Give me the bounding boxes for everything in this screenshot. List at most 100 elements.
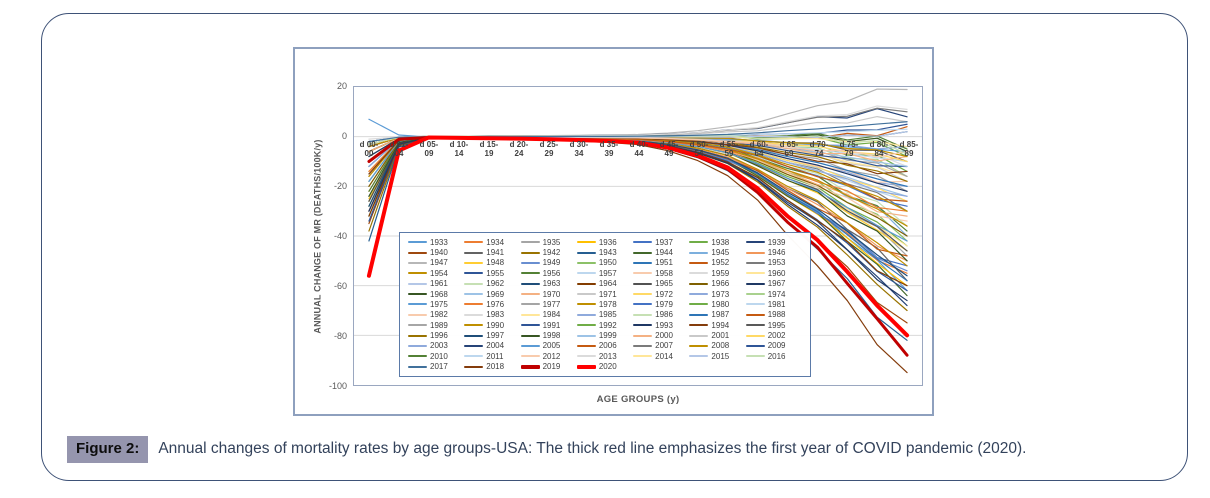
series-line-2020 bbox=[366, 135, 910, 338]
legend-label: 1969 bbox=[486, 289, 505, 299]
legend-swatch bbox=[408, 272, 427, 275]
legend-item-1991: 1991 bbox=[520, 321, 577, 330]
legend-label: 1944 bbox=[655, 248, 673, 258]
legend-label: 2010 bbox=[430, 351, 448, 361]
legend-swatch bbox=[408, 334, 427, 337]
legend-swatch bbox=[520, 293, 540, 296]
legend-label: 1963 bbox=[542, 279, 561, 289]
legend-item-1956: 1956 bbox=[520, 269, 577, 278]
x-tick-label: d 85- 89 bbox=[899, 140, 919, 158]
legend-item-2004: 2004 bbox=[464, 341, 520, 350]
plot-area: d 00- 00 d 01- 04 d 05- 09 d 10- 14 d 15- 19 d 20-… bbox=[353, 86, 923, 386]
legend-swatch bbox=[633, 241, 653, 244]
legend-item-2012: 2012 bbox=[520, 351, 577, 361]
legend-swatch bbox=[633, 344, 653, 347]
x-tick-label: d 45- 49 bbox=[659, 140, 679, 158]
legend-label: 1962 bbox=[486, 279, 505, 289]
legend-item-1954: 1954 bbox=[408, 269, 464, 278]
x-axis-title: AGE GROUPS (y) bbox=[596, 394, 680, 405]
chart-frame: ANNUAL CHANGE OF MR (DEATHS/100K/y) 20 0-… bbox=[293, 47, 934, 416]
legend-label: 1993 bbox=[655, 320, 673, 330]
legend-label: 2004 bbox=[486, 341, 505, 351]
legend-label: 2017 bbox=[430, 362, 448, 372]
legend-item-1934: 1934 bbox=[464, 238, 520, 247]
legend-item-1944: 1944 bbox=[633, 248, 689, 257]
legend-label: 1970 bbox=[542, 289, 561, 299]
legend-item-1947: 1947 bbox=[408, 258, 464, 267]
legend-swatch bbox=[633, 334, 653, 337]
legend-swatch bbox=[464, 313, 484, 316]
legend-swatch bbox=[576, 261, 596, 264]
legend-swatch bbox=[689, 241, 709, 244]
legend-item-1942: 1942 bbox=[520, 248, 577, 257]
x-tick-label: d 20- 24 bbox=[509, 140, 529, 158]
legend-item-1997: 1997 bbox=[464, 331, 520, 340]
legend-label: 1996 bbox=[430, 331, 448, 341]
legend-item-2003: 2003 bbox=[408, 341, 464, 350]
legend-item-1946: 1946 bbox=[745, 248, 802, 257]
figure-label-chip: Figure 2: bbox=[67, 436, 149, 463]
x-tick-label: d 50- 54 bbox=[689, 140, 709, 158]
legend-label: 1953 bbox=[767, 258, 786, 268]
legend-label: 1981 bbox=[767, 299, 786, 309]
legend-swatch bbox=[689, 272, 709, 275]
x-tick-label: d 10- 14 bbox=[449, 140, 469, 158]
legend-label: 1989 bbox=[430, 320, 448, 330]
legend-label: 1971 bbox=[598, 289, 617, 299]
legend-label: 2012 bbox=[542, 351, 561, 361]
legend-item-1935: 1935 bbox=[520, 238, 577, 247]
legend-swatch bbox=[689, 303, 709, 306]
legend-swatch bbox=[520, 313, 540, 316]
legend-item-1999: 1999 bbox=[576, 331, 633, 341]
legend-item-1955: 1955 bbox=[464, 269, 520, 278]
legend-label: 1999 bbox=[598, 331, 617, 341]
legend-label: 1973 bbox=[711, 289, 730, 299]
legend-label: 1937 bbox=[655, 237, 673, 247]
legend-item-2000: 2000 bbox=[633, 331, 689, 340]
legend-item-2015: 2015 bbox=[689, 352, 745, 361]
x-tick-label: d 80- 84 bbox=[869, 140, 889, 158]
y-tick-label: 0 bbox=[341, 130, 347, 141]
legend-swatch bbox=[745, 293, 765, 296]
legend-item-1950: 1950 bbox=[576, 258, 633, 267]
legend-swatch bbox=[745, 282, 765, 285]
legend-swatch bbox=[408, 365, 427, 368]
legend-label: 1998 bbox=[542, 331, 561, 341]
legend-swatch bbox=[520, 272, 540, 275]
legend-item-2016: 2016 bbox=[745, 352, 802, 361]
legend-item-2008: 2008 bbox=[689, 341, 745, 350]
legend-label: 1933 bbox=[430, 237, 448, 247]
legend-swatch bbox=[408, 324, 427, 327]
legend-item-1968: 1968 bbox=[408, 290, 464, 299]
legend-swatch bbox=[464, 303, 484, 306]
legend-item-1969: 1969 bbox=[464, 290, 520, 299]
chart-legend: 1933 1934 1935 1936 1937 1938 1939 1940 1941 1942… bbox=[399, 232, 811, 377]
legend-swatch bbox=[408, 282, 427, 285]
legend-label: 2008 bbox=[711, 341, 730, 351]
legend-swatch bbox=[633, 303, 653, 306]
legend-swatch bbox=[408, 251, 427, 254]
legend-item-1961: 1961 bbox=[408, 279, 464, 288]
legend-swatch bbox=[745, 355, 765, 358]
legend-swatch bbox=[576, 313, 596, 316]
legend-swatch bbox=[745, 251, 765, 254]
legend-label: 1957 bbox=[598, 268, 617, 278]
legend-label: 1947 bbox=[430, 258, 448, 268]
legend-item-2019: 2019 bbox=[520, 362, 577, 371]
legend-item-1953: 1953 bbox=[745, 258, 802, 268]
legend-swatch bbox=[408, 241, 427, 244]
legend-item-1959: 1959 bbox=[689, 269, 745, 278]
legend-label: 1936 bbox=[598, 237, 617, 247]
x-tick-label: d 75- 79 bbox=[839, 140, 859, 158]
legend-swatch bbox=[689, 344, 709, 347]
y-tick-label: -20 bbox=[333, 180, 347, 191]
legend-item-1982: 1982 bbox=[408, 310, 464, 319]
legend-item-1979: 1979 bbox=[633, 300, 689, 309]
y-tick-label: -40 bbox=[333, 230, 347, 241]
x-tick-label: d 55- 59 bbox=[719, 140, 739, 158]
legend-label: 1964 bbox=[598, 279, 617, 289]
legend-item-1977: 1977 bbox=[520, 300, 577, 309]
legend-swatch bbox=[576, 282, 596, 285]
x-tick-label: d 00- 00 bbox=[359, 140, 379, 158]
legend-label: 1955 bbox=[486, 268, 505, 278]
